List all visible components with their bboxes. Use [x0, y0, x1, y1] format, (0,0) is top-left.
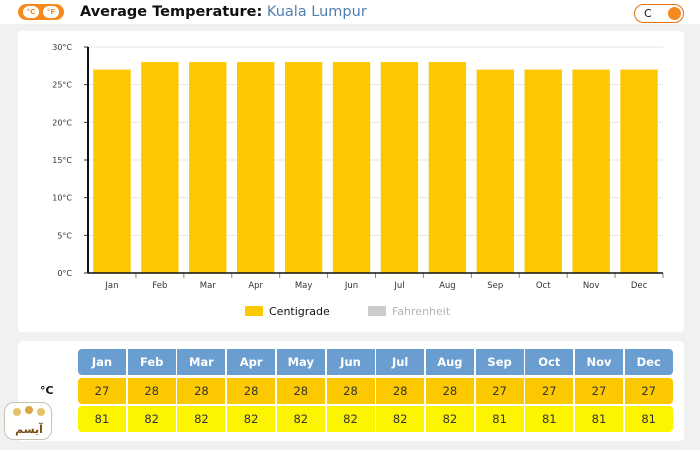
- bar-nov[interactable]: [572, 69, 610, 273]
- unit-toggle[interactable]: C: [634, 4, 684, 23]
- table-header-cell: Feb: [127, 349, 176, 375]
- fahrenheit-cell: 81: [475, 406, 524, 432]
- table-header-cell: May: [276, 349, 325, 375]
- celsius-cell: 28: [177, 378, 226, 404]
- fahrenheit-unit-button[interactable]: °F: [43, 6, 59, 18]
- celsius-cell: 28: [227, 378, 276, 404]
- unit-switch[interactable]: °C °F: [18, 4, 64, 20]
- y-tick-label: 10°C: [52, 194, 72, 203]
- celsius-cell: 28: [127, 378, 176, 404]
- table-row: °F818282828282828281818181: [18, 406, 684, 432]
- watermark-icon: آیسم: [13, 406, 45, 436]
- y-tick-label: 30°C: [52, 43, 72, 52]
- header-bar: °C °F Average Temperature: Kuala Lumpur …: [0, 0, 700, 24]
- title-label: Average Temperature:: [80, 4, 263, 20]
- bar-apr[interactable]: [237, 62, 275, 273]
- watermark-logo: آیسم: [4, 402, 52, 440]
- celsius-cell: 28: [276, 378, 325, 404]
- fahrenheit-cell: 82: [326, 406, 375, 432]
- table-header-cell: Nov: [575, 349, 623, 375]
- bar-jul[interactable]: [380, 62, 419, 273]
- table-row: °C 27 28 28 28 28 28 28 28 27 27 27 27: [18, 378, 684, 404]
- table-header-cell: Sep: [475, 349, 524, 375]
- city-name: Kuala Lumpur: [266, 4, 367, 20]
- chart-card: 0°C 5°C 10°C 15°C 20°C 25°C 30°C Jan Feb Mar Apr Ma…: [18, 31, 684, 332]
- y-tick-label: 0°C: [57, 269, 72, 278]
- legend-label-centigrade[interactable]: Centigrade: [269, 305, 330, 318]
- table-header-cell: Jun: [326, 349, 375, 375]
- bar-oct[interactable]: [524, 69, 562, 273]
- fahrenheit-cell: 82: [376, 406, 425, 432]
- fahrenheit-cell: 82: [177, 406, 226, 432]
- x-tick-label: Aug: [439, 281, 456, 291]
- fahrenheit-cell: 81: [78, 406, 126, 432]
- table-header-cell: Dec: [624, 349, 673, 375]
- y-tick-label: 25°C: [52, 81, 72, 90]
- fahrenheit-cell: 82: [127, 406, 176, 432]
- celsius-cell: 28: [326, 378, 375, 404]
- celsius-cell: 27: [624, 378, 673, 404]
- unit-toggle-label: C: [644, 7, 652, 20]
- temperature-bar-chart: 0°C 5°C 10°C 15°C 20°C 25°C 30°C Jan Feb Mar Apr Ma…: [52, 43, 664, 318]
- celsius-cell: 28: [376, 378, 425, 404]
- bar-sep[interactable]: [476, 69, 514, 273]
- x-tick-label: Apr: [248, 281, 263, 291]
- fahrenheit-cell: 82: [276, 406, 325, 432]
- x-tick-label: Jan: [104, 281, 118, 291]
- fahrenheit-cell: 81: [624, 406, 673, 432]
- table-header-cell: Oct: [525, 349, 574, 375]
- legend-swatch-fahrenheit[interactable]: [368, 306, 386, 316]
- bar-jun[interactable]: [332, 62, 371, 273]
- celsius-cell: 27: [575, 378, 623, 404]
- x-tick-label: Mar: [200, 281, 217, 291]
- legend-swatch-centigrade[interactable]: [245, 306, 263, 316]
- table-header-cell: Jul: [376, 349, 425, 375]
- bar-may[interactable]: [284, 62, 323, 273]
- celsius-cell: 28: [425, 378, 474, 404]
- y-tick-label: 15°C: [52, 156, 72, 165]
- x-tick-label: May: [295, 281, 313, 291]
- legend-label-fahrenheit[interactable]: Fahrenheit: [392, 305, 451, 318]
- svg-text:آیسم: آیسم: [15, 422, 43, 436]
- x-tick-label: Sep: [487, 281, 503, 291]
- celsius-row-label: °C: [40, 384, 54, 397]
- table-header-cell: Mar: [177, 349, 226, 375]
- x-tick-label: Dec: [631, 281, 648, 291]
- x-tick-label: Jul: [393, 281, 404, 291]
- fahrenheit-cell: 81: [525, 406, 574, 432]
- toggle-knob-icon[interactable]: [668, 7, 681, 20]
- fahrenheit-cell: 81: [575, 406, 623, 432]
- fahrenheit-cell: 82: [227, 406, 276, 432]
- y-tick-label: 5°C: [57, 231, 72, 240]
- page-title: Average Temperature: Kuala Lumpur: [80, 2, 367, 22]
- table-header-cell: Aug: [425, 349, 474, 375]
- x-tick-label: Nov: [583, 281, 600, 291]
- x-tick-label: Jun: [344, 281, 358, 291]
- x-tick-label: Oct: [536, 281, 551, 291]
- x-tick-label: Feb: [152, 281, 167, 291]
- celsius-cell: 27: [525, 378, 574, 404]
- fahrenheit-cell: 82: [425, 406, 474, 432]
- bar-dec[interactable]: [620, 69, 658, 273]
- table-row: Jan Feb Mar Apr May Jun Jul Aug Sep Oct Nov Dec: [18, 349, 684, 375]
- table-header-cell: Jan: [78, 349, 126, 375]
- bar-mar[interactable]: [189, 62, 227, 273]
- celsius-unit-button[interactable]: °C: [23, 6, 39, 18]
- bar-aug[interactable]: [428, 62, 467, 273]
- y-tick-label: 20°C: [52, 118, 72, 127]
- data-table-card: Jan Feb Mar Apr May Jun Jul Aug Sep Oct Nov Dec °C 27…: [18, 341, 684, 441]
- table-header-cell: Apr: [227, 349, 276, 375]
- bar-feb[interactable]: [141, 62, 179, 273]
- bar-jan[interactable]: [93, 69, 131, 273]
- celsius-cell: 27: [475, 378, 524, 404]
- celsius-cell: 27: [78, 378, 126, 404]
